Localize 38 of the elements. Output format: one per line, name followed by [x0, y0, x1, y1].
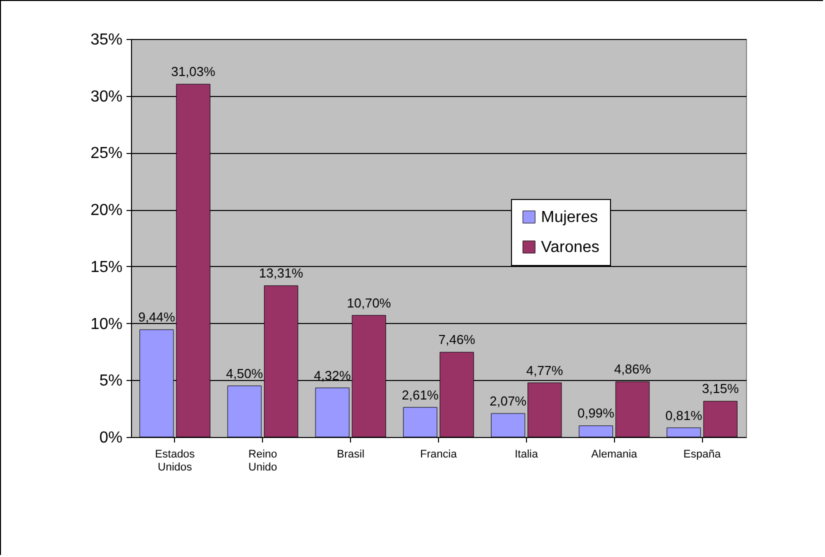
data-label: 13,31%	[259, 266, 304, 281]
y-tick-label: 30%	[90, 88, 122, 106]
data-label: 4,50%	[226, 366, 264, 381]
y-tick-label: 0%	[99, 430, 122, 446]
bar	[227, 386, 262, 438]
data-label: 9,44%	[138, 310, 176, 325]
x-tick-label: Reino Unido	[248, 448, 278, 474]
y-tick-label: 25%	[90, 145, 122, 162]
data-label: 4,77%	[526, 362, 564, 378]
bar	[666, 428, 701, 438]
data-label: 2,61%	[402, 387, 440, 402]
data-label: 7,46%	[438, 332, 476, 348]
bar	[403, 407, 438, 438]
x-tick-label: Francia	[420, 448, 458, 460]
x-tick-label: Estados Unidos	[155, 448, 196, 474]
data-label: 4,86%	[614, 362, 652, 377]
legend-label: Varones	[541, 239, 600, 256]
data-label: 2,07%	[490, 393, 527, 408]
y-tick-label: 10%	[90, 316, 122, 333]
data-label: 31,03%	[171, 64, 216, 80]
bar	[578, 425, 613, 438]
data-label: 4,32%	[314, 368, 352, 383]
x-tick-label: Alemania	[591, 448, 638, 460]
data-label: 0,81%	[665, 408, 703, 423]
y-tick-label: 5%	[99, 372, 122, 390]
data-label: 0,99%	[577, 406, 615, 421]
y-tick-label: 35%	[90, 32, 122, 48]
x-tick-label: Brasil	[336, 448, 364, 460]
bar	[703, 400, 738, 438]
data-label: 3,15%	[702, 381, 740, 396]
y-tick-label: 20%	[90, 202, 122, 220]
bar	[490, 413, 526, 438]
x-tick-label: Italia	[514, 448, 539, 460]
legend-label: Mujeres	[541, 209, 598, 226]
data-label: 10,70%	[346, 295, 392, 310]
bar	[315, 388, 350, 438]
x-tick-label: España	[683, 448, 722, 460]
y-tick-label: 15%	[90, 258, 122, 276]
